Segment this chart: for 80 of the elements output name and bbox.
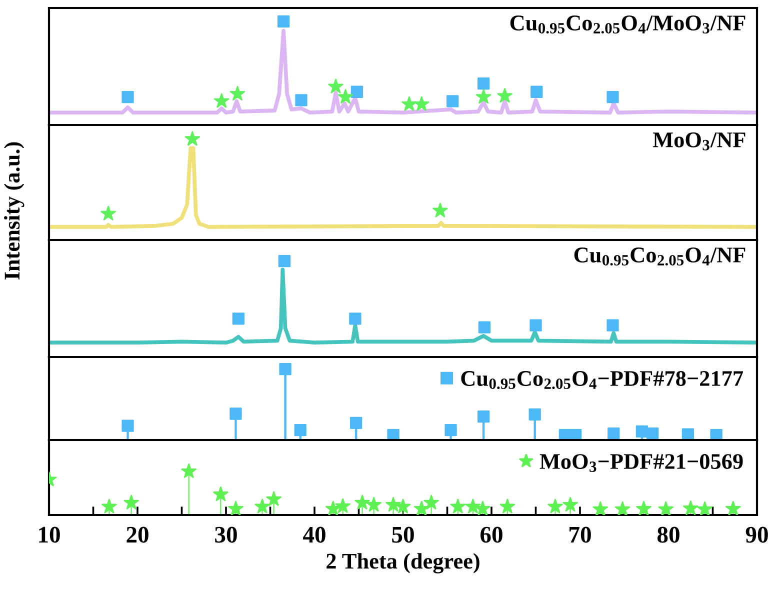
point bbox=[476, 89, 492, 104]
x-tick-label: 70 bbox=[570, 526, 591, 543]
point bbox=[386, 496, 401, 512]
point bbox=[278, 255, 290, 268]
point bbox=[254, 498, 270, 514]
point bbox=[181, 463, 196, 478]
point bbox=[658, 501, 674, 515]
point bbox=[366, 496, 382, 512]
x-axis-title: 2 Theta (degree) bbox=[326, 553, 480, 574]
point bbox=[477, 78, 490, 90]
point bbox=[614, 501, 630, 515]
x-tick-label: 20 bbox=[126, 526, 148, 543]
point bbox=[570, 428, 582, 440]
chart-title: MoO$_{3}$/NF bbox=[652, 132, 746, 150]
point bbox=[530, 319, 542, 332]
point bbox=[338, 89, 354, 104]
point bbox=[725, 500, 741, 515]
point bbox=[122, 90, 134, 104]
point bbox=[414, 96, 430, 111]
point bbox=[414, 500, 430, 515]
x-tick-label: 60 bbox=[480, 526, 502, 543]
point bbox=[354, 494, 370, 510]
point bbox=[232, 312, 244, 325]
point bbox=[606, 319, 619, 332]
point bbox=[592, 501, 608, 515]
x-tick-label: 90 bbox=[746, 526, 768, 543]
point bbox=[350, 86, 364, 98]
x-tick-label: 30 bbox=[215, 526, 237, 543]
point bbox=[528, 408, 541, 421]
point bbox=[214, 93, 230, 108]
point bbox=[682, 428, 694, 440]
point bbox=[710, 428, 722, 440]
point bbox=[294, 424, 306, 436]
point bbox=[477, 410, 490, 423]
point bbox=[335, 498, 350, 513]
point bbox=[444, 424, 457, 436]
point bbox=[124, 494, 139, 510]
point bbox=[562, 496, 578, 512]
point bbox=[530, 86, 543, 98]
point bbox=[122, 420, 134, 432]
point bbox=[497, 88, 512, 103]
point bbox=[328, 78, 344, 94]
point bbox=[608, 428, 620, 440]
point bbox=[646, 428, 659, 440]
x-tick-label: 50 bbox=[392, 526, 414, 543]
y-axis-title: Intensity (a.u.) bbox=[4, 142, 24, 280]
chart-title: Cu$_{0.95}$Co$_{2.05}$O$_{4}$/MoO$_{3}$/NF bbox=[510, 16, 746, 34]
point bbox=[350, 416, 362, 430]
point bbox=[606, 90, 619, 104]
point bbox=[402, 96, 417, 111]
point bbox=[228, 500, 244, 515]
point bbox=[230, 408, 242, 420]
point bbox=[277, 15, 290, 28]
x-tick-label: 10 bbox=[39, 526, 60, 543]
legend-label: MoO$_{3}$−PDF#21−0569 bbox=[540, 454, 743, 472]
point bbox=[478, 321, 490, 334]
point bbox=[500, 498, 516, 514]
chart-title: Cu$_{0.95}$Co$_{2.05}$O$_{4}$/NF bbox=[574, 248, 746, 266]
point bbox=[266, 491, 282, 506]
x-tick-label: 80 bbox=[657, 526, 680, 543]
point bbox=[683, 500, 698, 515]
point bbox=[465, 498, 481, 514]
point bbox=[395, 498, 411, 514]
x-tick-label: 40 bbox=[303, 526, 326, 543]
point bbox=[450, 498, 466, 514]
point bbox=[387, 428, 400, 440]
point bbox=[279, 362, 292, 376]
point bbox=[636, 500, 652, 515]
point bbox=[446, 95, 459, 108]
point bbox=[230, 86, 246, 101]
point bbox=[424, 494, 439, 510]
point bbox=[475, 500, 490, 515]
legend-label: Cu$_{0.95}$Co$_{2.05}$O$_{4}$−PDF#78−2177 bbox=[461, 371, 744, 390]
point bbox=[548, 498, 563, 514]
point bbox=[349, 312, 362, 325]
point bbox=[697, 501, 712, 515]
point bbox=[325, 500, 341, 515]
point bbox=[213, 486, 228, 502]
point bbox=[102, 498, 117, 514]
point bbox=[295, 94, 308, 106]
